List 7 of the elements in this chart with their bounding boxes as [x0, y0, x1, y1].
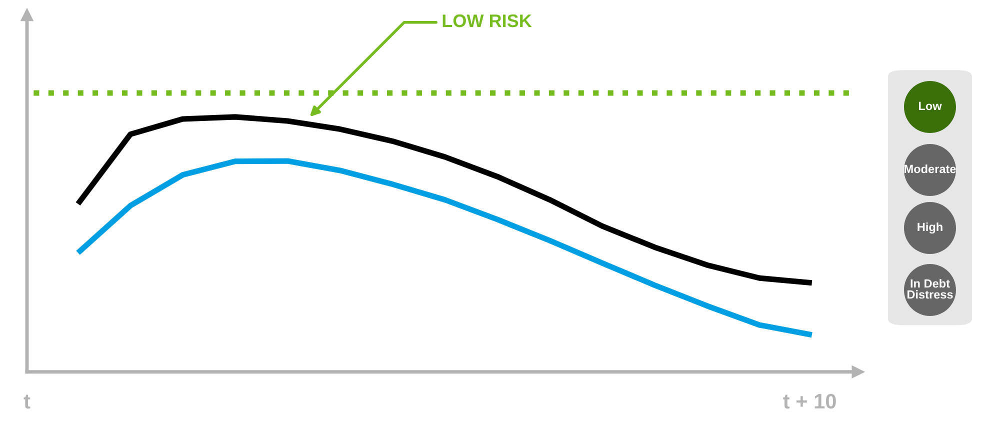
- text: t: [24, 394, 30, 409]
- text: In Debt Distress: [907, 278, 953, 299]
- ref-line-label: LOW RISK: [442, 14, 532, 28]
- text: Moderate: [904, 164, 956, 174]
- text: Low: [918, 102, 942, 110]
- text: High: [918, 222, 942, 234]
- text: t + 10: [783, 394, 836, 409]
